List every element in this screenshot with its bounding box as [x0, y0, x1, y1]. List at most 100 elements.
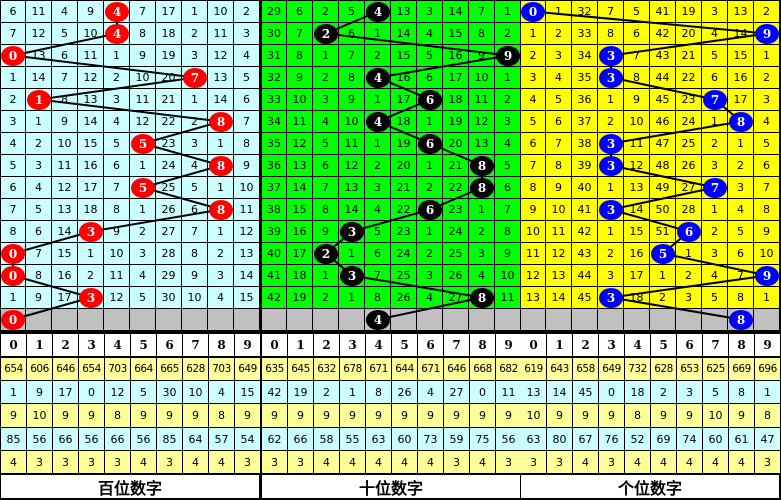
chart-cell: 9 — [78, 1, 103, 22]
chart-cell: 7 — [52, 67, 77, 88]
stat-cell: 4 — [418, 451, 443, 473]
chart-cell: 7 — [1, 23, 25, 44]
chart-cell — [52, 309, 77, 330]
chart-cell: 18 — [287, 265, 312, 286]
chart-cell: 10 — [182, 287, 207, 308]
stat-cell: 5 — [131, 381, 156, 403]
chart-cell: 26 — [156, 199, 181, 220]
draw-ball: 4 — [366, 1, 390, 22]
chart-cell: 1 — [676, 243, 701, 264]
chart-cell: 3 — [130, 243, 155, 264]
chart-cell: 20 — [676, 23, 701, 44]
chart-cell: 16 — [728, 67, 753, 88]
chart-cell: 6 — [365, 243, 390, 264]
chart-cell: 35 — [572, 67, 597, 88]
chart-cell: 1 — [130, 155, 155, 176]
chart-cell: 19 — [676, 1, 701, 22]
stat-cell: 9 — [729, 404, 754, 427]
chart-cell: 11 — [130, 89, 155, 110]
chart-cell: 6 — [546, 111, 571, 132]
chart-cell: 17 — [443, 67, 468, 88]
draw-ball: 3 — [599, 199, 623, 220]
chart-cell: 16 — [52, 265, 77, 286]
stat-cell: 9 — [131, 404, 156, 427]
stat-cell: 646 — [444, 358, 469, 380]
digit-header: 9 — [496, 334, 521, 356]
draw-ball: 4 — [105, 23, 129, 44]
chart-cell: 4 — [313, 111, 338, 132]
digit-header: 1 — [27, 334, 52, 356]
chart-cell: 7 — [365, 265, 390, 286]
chart-cell: 9 — [26, 287, 51, 308]
stat-cell: 619 — [521, 358, 546, 380]
chart-cell: 7 — [26, 243, 51, 264]
stat-cell: 678 — [340, 358, 365, 380]
chart-cell: 4 — [182, 155, 207, 176]
chart-cell — [650, 309, 675, 330]
chart-cell: 1 — [78, 243, 103, 264]
stat-cell: 635 — [262, 358, 287, 380]
stat-cell: 2 — [651, 381, 676, 403]
chart-cell: 6 — [521, 133, 545, 154]
digit-header: 0 — [521, 334, 546, 356]
stat-cell: 13 — [521, 381, 546, 403]
chart-cell: 21 — [443, 155, 468, 176]
chart-cell: 9 — [287, 67, 312, 88]
chart-cell — [234, 309, 259, 330]
stat-cell: 9 — [392, 404, 417, 427]
stat-cell: 9 — [183, 404, 208, 427]
chart-cell: 11 — [521, 243, 545, 264]
draw-ball: 8 — [470, 177, 494, 198]
stat-cell: 671 — [366, 358, 391, 380]
chart-cell: 4 — [728, 199, 753, 220]
stat-cell: 9 — [573, 404, 598, 427]
chart-cell: 28 — [156, 243, 181, 264]
chart-cell — [182, 309, 207, 330]
chart-cell: 4 — [495, 133, 520, 154]
stat-cell: 3 — [599, 451, 624, 473]
stat-cell: 10 — [521, 404, 546, 427]
stat-cell: 703 — [209, 358, 234, 380]
chart-cell: 9 — [624, 89, 649, 110]
chart-cell: 1 — [130, 199, 155, 220]
chart-cell: 13 — [728, 1, 753, 22]
chart-cell: 9 — [546, 177, 571, 198]
chart-cell: 5 — [130, 287, 155, 308]
chart-cell: 29 — [156, 265, 181, 286]
chart-cell: 4 — [417, 287, 442, 308]
chart-cell: 9 — [754, 221, 779, 242]
chart-cell: 22 — [391, 199, 416, 220]
chart-cell: 17 — [391, 89, 416, 110]
chart-cell: 3 — [365, 177, 390, 198]
chart-cell: 28 — [676, 199, 701, 220]
chart-cell: 2 — [754, 67, 779, 88]
stat-cell: 3 — [79, 451, 104, 473]
chart-cell: 7 — [313, 177, 338, 198]
draw-ball: 9 — [496, 45, 520, 66]
chart-cell: 4 — [521, 89, 545, 110]
stat-cell: 0 — [599, 381, 624, 403]
draw-ball: 7 — [703, 177, 727, 198]
chart-cell — [624, 309, 649, 330]
chart-cell: 14 — [52, 221, 77, 242]
chart-cell: 17 — [287, 243, 312, 264]
stat-cell: 0 — [470, 381, 495, 403]
draw-ball: 3 — [599, 45, 623, 66]
draw-ball: 3 — [79, 287, 103, 308]
stat-cell: 4 — [183, 451, 208, 473]
chart-cell: 4 — [104, 111, 129, 132]
chart-cell: 9 — [234, 155, 259, 176]
draw-ball: 9 — [755, 265, 779, 286]
chart-cell: 10 — [495, 265, 520, 286]
chart-cell: 3 — [182, 133, 207, 154]
chart-cell: 1 — [208, 221, 233, 242]
chart-cell: 17 — [52, 287, 77, 308]
chart-cell: 1 — [339, 287, 364, 308]
stat-cell: 606 — [27, 358, 52, 380]
stat-cell: 56 — [79, 428, 104, 450]
chart-cell: 24 — [443, 221, 468, 242]
stat-cell: 4 — [366, 451, 391, 473]
draw-ball: 9 — [755, 23, 779, 44]
stat-cell: 57 — [209, 428, 234, 450]
chart-cell: 5 — [26, 199, 51, 220]
